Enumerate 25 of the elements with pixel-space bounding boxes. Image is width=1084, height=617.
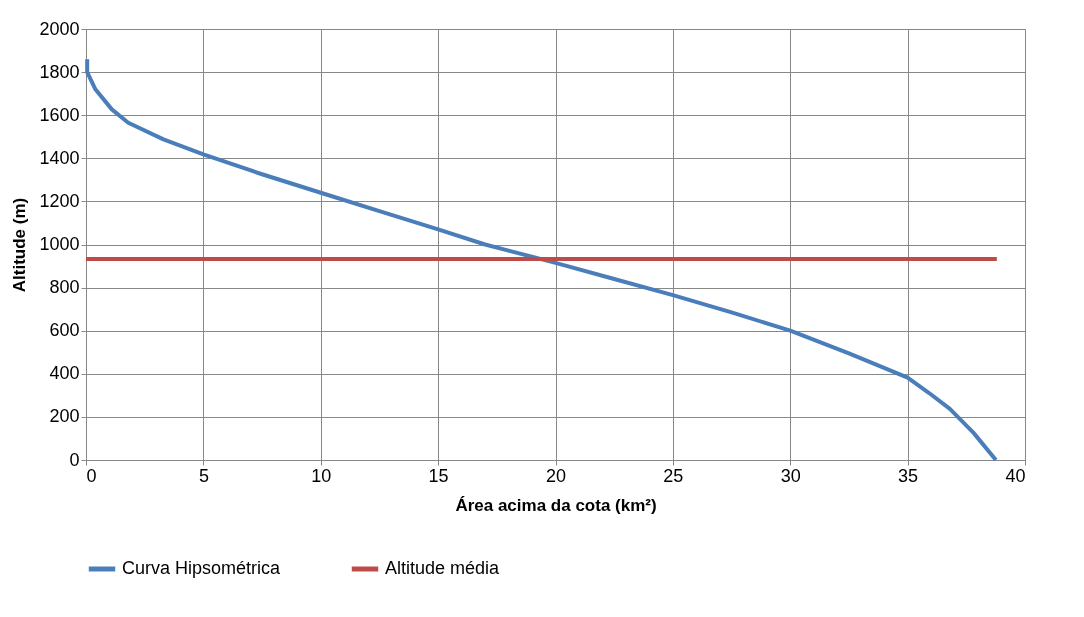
y-tick-label: 600 <box>49 320 80 341</box>
x-tick-label: 40 <box>1005 465 1026 486</box>
y-tick-label: 1800 <box>39 61 80 82</box>
y-tick-label: 1200 <box>39 190 80 211</box>
x-tick-label: 15 <box>428 465 449 486</box>
legend-label: Altitude média <box>385 558 501 578</box>
y-tick-label: 1400 <box>39 147 80 168</box>
x-tick-label: 20 <box>545 465 567 486</box>
y-tick-label: 0 <box>69 449 80 470</box>
x-tick-label: 10 <box>311 465 332 486</box>
x-tick-label: 30 <box>780 465 801 486</box>
y-tick-label: 1000 <box>39 234 80 254</box>
x-tick-label: 35 <box>898 465 919 486</box>
legend-label: Curva Hipsométrica <box>122 558 282 578</box>
y-axis-title: Altitude (m) <box>10 197 30 293</box>
x-tick-label: 0 <box>86 465 97 486</box>
line-series <box>85 57 998 462</box>
x-tick-label: 5 <box>198 465 209 486</box>
y-tick-label: 1600 <box>39 104 80 125</box>
y-tick-label: 400 <box>49 363 80 384</box>
y-tick-label: 2000 <box>39 18 80 39</box>
x-axis-title: Área acima da cota (km²) <box>455 495 657 515</box>
y-tick-label: 800 <box>49 277 80 298</box>
y-tick-label: 200 <box>49 406 80 427</box>
x-tick-label: 25 <box>663 465 684 486</box>
